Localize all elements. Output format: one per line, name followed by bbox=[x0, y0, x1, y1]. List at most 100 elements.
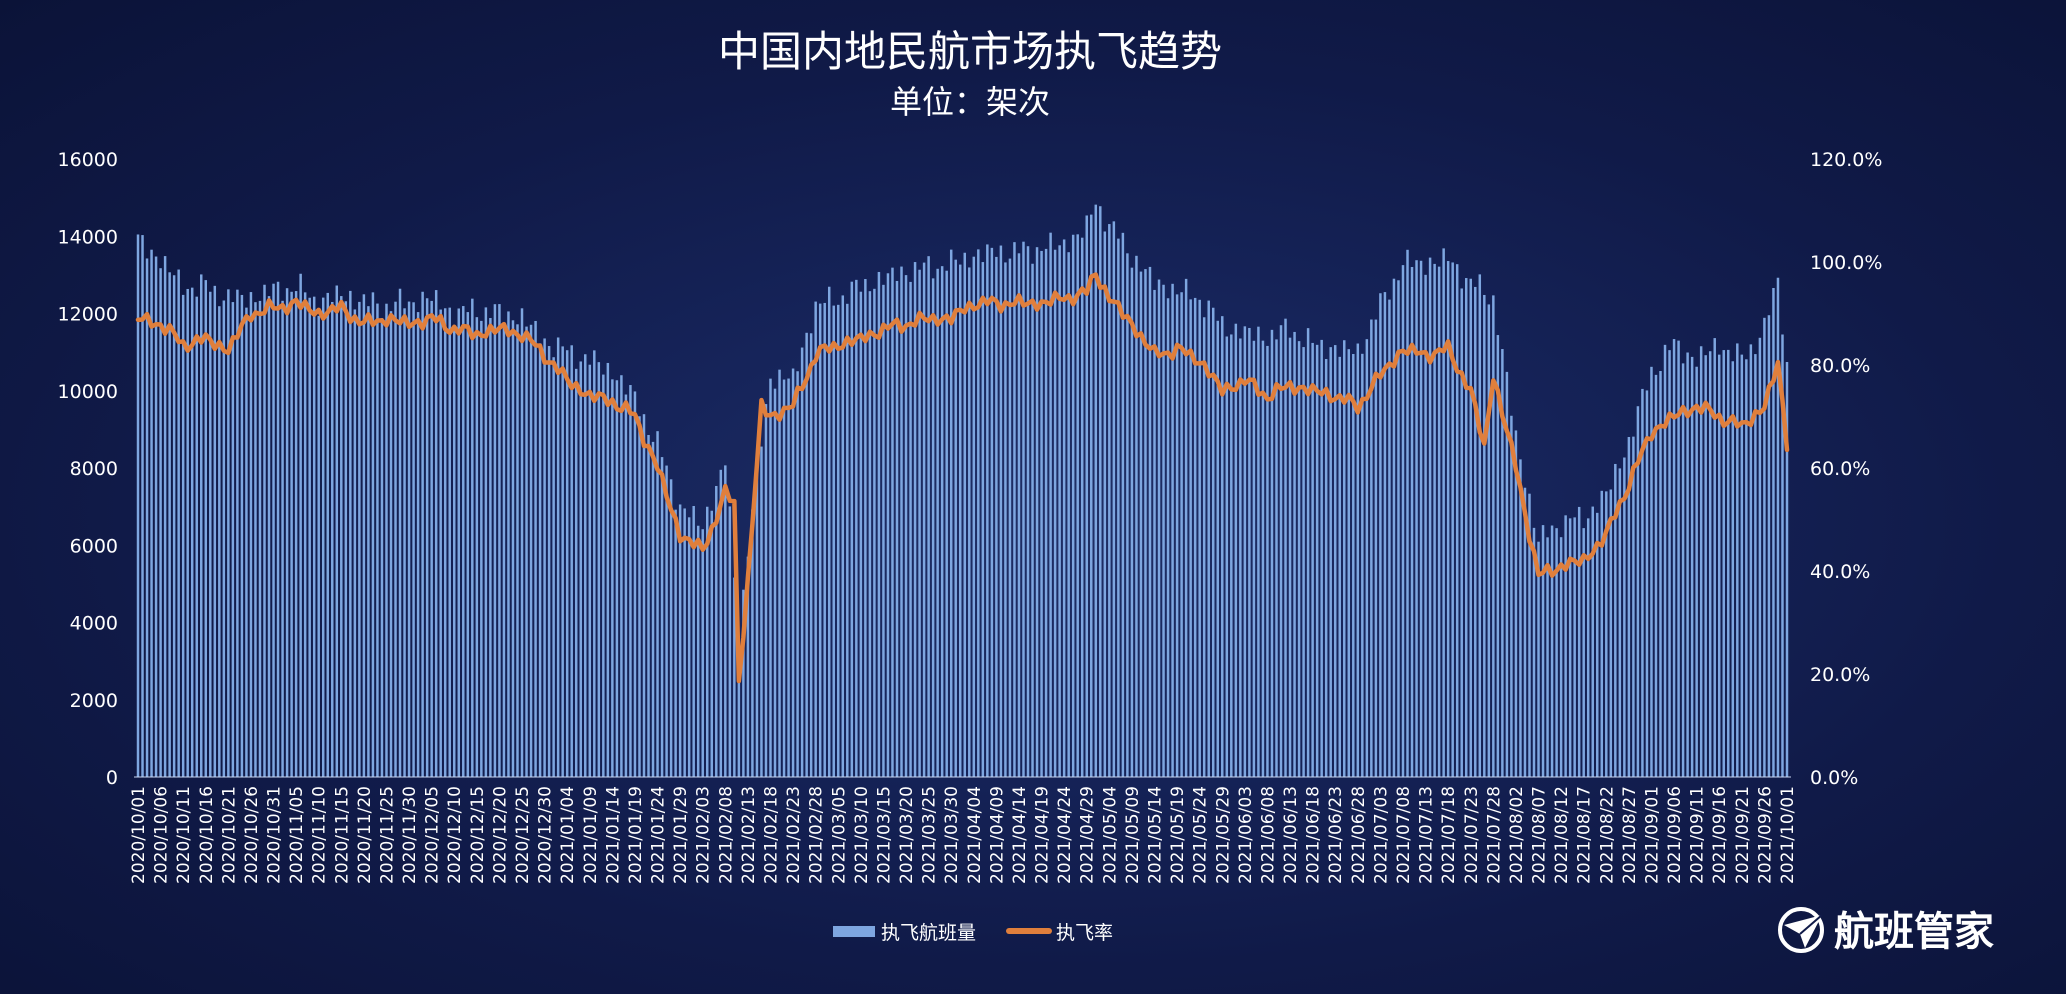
bar bbox=[791, 368, 795, 777]
x-tick-label: 2020/10/31 bbox=[265, 786, 285, 884]
bar bbox=[1727, 349, 1730, 777]
y-right-tick-label: 20.0% bbox=[1810, 664, 1870, 686]
bar bbox=[213, 285, 217, 777]
bar bbox=[308, 297, 311, 777]
bar bbox=[565, 350, 569, 777]
bar bbox=[1609, 489, 1613, 777]
bar bbox=[1636, 406, 1640, 777]
bar bbox=[1528, 493, 1531, 777]
bar bbox=[1410, 267, 1414, 777]
bar bbox=[733, 577, 736, 777]
y-right-tick-label: 0.0% bbox=[1810, 767, 1858, 789]
bar bbox=[986, 244, 989, 777]
line-series bbox=[135, 272, 1790, 684]
bar bbox=[448, 307, 451, 777]
bar bbox=[1090, 214, 1093, 778]
bar bbox=[1397, 280, 1400, 777]
y-left-tick-label: 6000 bbox=[70, 535, 118, 557]
x-tick-label: 2021/05/14 bbox=[1146, 786, 1166, 884]
x-tick-label: 2021/07/23 bbox=[1462, 786, 1482, 884]
x-tick-label: 2020/11/10 bbox=[310, 786, 330, 884]
bar bbox=[715, 485, 718, 777]
bar bbox=[868, 291, 872, 777]
bar bbox=[728, 506, 732, 777]
bar bbox=[701, 529, 704, 777]
bar bbox=[1297, 341, 1301, 777]
bar bbox=[353, 309, 357, 777]
bar bbox=[186, 288, 189, 777]
x-tick-label: 2021/09/01 bbox=[1642, 786, 1662, 884]
bar bbox=[972, 256, 976, 777]
bar bbox=[1424, 274, 1427, 777]
bar bbox=[1736, 343, 1739, 777]
bar bbox=[1523, 487, 1527, 777]
x-tick-label: 2021/02/23 bbox=[784, 786, 804, 884]
bar bbox=[1275, 339, 1278, 777]
bar bbox=[154, 256, 158, 777]
bar bbox=[787, 378, 790, 777]
bar bbox=[218, 306, 221, 777]
bar bbox=[195, 296, 198, 777]
bar bbox=[227, 289, 230, 777]
bar bbox=[683, 508, 686, 777]
bar bbox=[651, 441, 655, 777]
x-tick-label: 2021/01/29 bbox=[671, 786, 691, 884]
bar bbox=[936, 268, 939, 777]
bar bbox=[570, 345, 573, 777]
bar-series bbox=[136, 204, 1789, 778]
x-tick-label: 2021/09/16 bbox=[1710, 786, 1730, 884]
x-tick-label: 2021/06/08 bbox=[1258, 786, 1278, 884]
bar bbox=[818, 303, 822, 777]
bar bbox=[1094, 204, 1098, 777]
bar bbox=[769, 378, 772, 777]
bar bbox=[1618, 468, 1622, 777]
bar bbox=[656, 431, 659, 777]
bar bbox=[1632, 436, 1635, 777]
bar bbox=[1419, 260, 1423, 777]
bar bbox=[416, 312, 420, 777]
x-tick-label: 2021/07/03 bbox=[1371, 786, 1391, 884]
bar bbox=[1758, 337, 1762, 777]
bar bbox=[746, 556, 750, 777]
bar bbox=[755, 463, 759, 777]
bar bbox=[669, 479, 673, 777]
bar bbox=[1108, 224, 1111, 778]
bar bbox=[1157, 279, 1161, 777]
x-tick-label: 2021/07/13 bbox=[1417, 786, 1437, 884]
bar bbox=[1153, 289, 1156, 777]
bar bbox=[665, 465, 668, 777]
bar bbox=[1374, 319, 1378, 777]
bar bbox=[1365, 339, 1369, 777]
bar bbox=[150, 249, 153, 777]
legend-swatch-line bbox=[1006, 928, 1052, 934]
bar bbox=[1496, 335, 1500, 777]
bar bbox=[602, 374, 605, 777]
bar bbox=[1257, 326, 1260, 777]
bar bbox=[1284, 318, 1287, 777]
bar bbox=[371, 292, 375, 777]
bar bbox=[453, 326, 456, 777]
bar bbox=[696, 525, 700, 777]
bar bbox=[1785, 361, 1789, 777]
bar bbox=[1044, 248, 1048, 777]
bar bbox=[1379, 293, 1382, 777]
bar bbox=[1451, 262, 1454, 777]
x-tick-label: 2021/03/20 bbox=[897, 786, 917, 884]
bar bbox=[1004, 262, 1007, 777]
bar bbox=[1049, 232, 1052, 778]
x-tick-label: 2020/12/15 bbox=[468, 786, 488, 884]
bar bbox=[1550, 525, 1554, 777]
bar bbox=[1614, 463, 1617, 777]
bar bbox=[805, 332, 808, 777]
bar bbox=[1333, 345, 1337, 777]
bar bbox=[1596, 512, 1599, 777]
bar bbox=[1722, 350, 1725, 777]
bar bbox=[1361, 353, 1364, 777]
bar bbox=[1315, 344, 1319, 777]
bar bbox=[498, 304, 501, 777]
bar bbox=[1415, 260, 1418, 777]
bar bbox=[1514, 430, 1518, 777]
x-tick-label: 2020/12/10 bbox=[445, 786, 465, 884]
bar bbox=[1483, 294, 1486, 777]
bar bbox=[1270, 329, 1274, 777]
